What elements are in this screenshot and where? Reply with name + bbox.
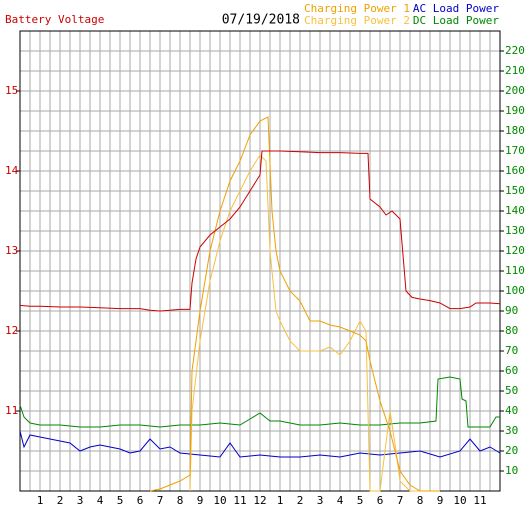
- x-tick-label: 2: [57, 494, 64, 507]
- y2-tick-label: 10: [505, 464, 518, 477]
- x-tick-label: 9: [437, 494, 444, 507]
- x-tick-label: 1: [37, 494, 44, 507]
- y-tick-label: 14: [5, 164, 19, 177]
- x-tick-label: 12: [253, 494, 266, 507]
- x-tick-label: 6: [377, 494, 384, 507]
- x-tick-label: 2: [297, 494, 304, 507]
- series-line: [19, 150, 501, 312]
- y-tick-label: 13: [5, 244, 18, 257]
- y2-tick-label: 150: [505, 184, 525, 197]
- legend-entry: AC Load Power: [413, 2, 499, 15]
- x-tick-label: 11: [233, 494, 246, 507]
- y2-tick-label: 120: [505, 244, 525, 257]
- y2-tick-label: 210: [505, 64, 525, 77]
- y2-tick-label: 110: [505, 264, 525, 277]
- legend-entry: DC Load Power: [413, 14, 499, 27]
- y2-tick-label: 140: [505, 204, 525, 217]
- y2-tick-label: 220: [505, 44, 525, 57]
- legend-entry: Charging Power 1: [304, 2, 410, 15]
- x-tick-label: 7: [397, 494, 404, 507]
- x-tick-label: 8: [177, 494, 184, 507]
- y2-tick-label: 80: [505, 324, 518, 337]
- y2-tick-label: 90: [505, 304, 518, 317]
- x-tick-label: 10: [213, 494, 226, 507]
- x-tick-label: 1: [277, 494, 284, 507]
- y2-tick-label: 30: [505, 424, 518, 437]
- x-tick-label: 8: [417, 494, 424, 507]
- y-tick-label: 12: [5, 324, 18, 337]
- x-tick-label: 4: [337, 494, 344, 507]
- x-tick-label: 6: [137, 494, 144, 507]
- y2-tick-label: 70: [505, 344, 518, 357]
- y2-tick-label: 190: [505, 104, 525, 117]
- y2-tick-label: 100: [505, 284, 525, 297]
- legend-entry: Charging Power 2: [304, 14, 410, 27]
- x-tick-label: 10: [453, 494, 466, 507]
- y2-tick-label: 200: [505, 84, 525, 97]
- x-tick-label: 3: [317, 494, 324, 507]
- legend-entry: Battery Voltage: [5, 13, 104, 26]
- y2-tick-label: 130: [505, 224, 525, 237]
- chart-title: 07/19/2018: [222, 13, 300, 28]
- y2-tick-label: 50: [505, 384, 518, 397]
- y2-tick-label: 160: [505, 164, 525, 177]
- y-tick-label: 11: [5, 404, 18, 417]
- y-tick-label: 15: [5, 84, 18, 97]
- x-tick-label: 5: [117, 494, 124, 507]
- series-line: [189, 154, 420, 492]
- y2-tick-label: 170: [505, 144, 525, 157]
- series-line: [149, 116, 440, 492]
- x-tick-label: 4: [97, 494, 104, 507]
- series-line: [19, 430, 501, 458]
- x-tick-label: 7: [157, 494, 164, 507]
- x-tick-label: 5: [357, 494, 364, 507]
- plot-frame: [19, 30, 501, 492]
- x-tick-label: 11: [473, 494, 486, 507]
- y2-tick-label: 40: [505, 404, 518, 417]
- x-tick-label: 3: [77, 494, 84, 507]
- y2-tick-label: 20: [505, 444, 518, 457]
- y2-tick-label: 60: [505, 364, 518, 377]
- y2-tick-label: 180: [505, 124, 525, 137]
- series-line: [19, 376, 500, 428]
- x-tick-label: 9: [197, 494, 204, 507]
